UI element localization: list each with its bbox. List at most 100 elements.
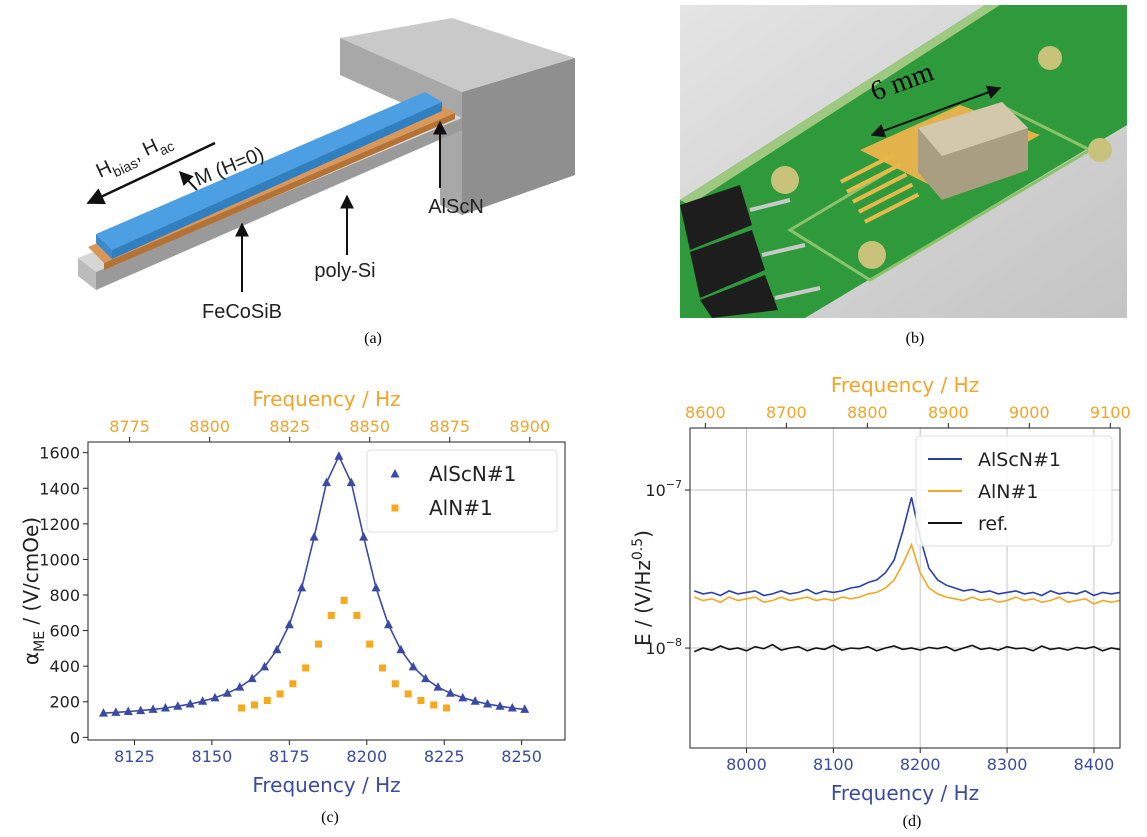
marker bbox=[198, 696, 208, 705]
y-tick-label: 1200 bbox=[39, 515, 80, 534]
y-axis-label: αME / (V/cmOe) bbox=[19, 517, 48, 665]
text-part: ac bbox=[157, 138, 177, 159]
y-tick-label: 200 bbox=[49, 693, 80, 712]
marker bbox=[470, 696, 480, 705]
marker bbox=[417, 697, 425, 705]
x2-tick-label: 8825 bbox=[269, 417, 310, 436]
series-line bbox=[694, 542, 1121, 605]
series-line bbox=[694, 497, 1121, 597]
x-tick-label: 8175 bbox=[269, 747, 310, 766]
marker bbox=[322, 477, 331, 487]
marker bbox=[458, 692, 468, 702]
y-tick-label: 400 bbox=[49, 657, 80, 676]
marker bbox=[507, 702, 517, 712]
x2-tick-label: 8700 bbox=[766, 403, 807, 422]
poly-si-front bbox=[96, 118, 462, 290]
x-axis-label: Frequency / Hz bbox=[831, 781, 979, 805]
x-tick-label: 8200 bbox=[346, 747, 387, 766]
y-tick-label: 800 bbox=[49, 586, 80, 605]
tick-base: 10 bbox=[645, 639, 665, 658]
marker bbox=[359, 532, 369, 541]
layer-label: FeCoSiB bbox=[202, 301, 282, 323]
plot-area bbox=[693, 497, 1121, 653]
mount-hole bbox=[1088, 138, 1112, 162]
pcb-edge bbox=[680, 5, 1000, 205]
plot-frame bbox=[87, 441, 566, 741]
marker bbox=[238, 704, 246, 712]
text-part: ) bbox=[631, 530, 655, 538]
marker bbox=[111, 707, 121, 716]
x2-tick-label: 8775 bbox=[109, 417, 150, 436]
marker bbox=[302, 664, 310, 672]
marker bbox=[260, 661, 270, 671]
pin-header bbox=[690, 230, 765, 298]
x2-tick-label: 9000 bbox=[1009, 403, 1050, 422]
anchor-top bbox=[340, 18, 575, 92]
layer-label: AlScN bbox=[428, 196, 484, 218]
finger-pads bbox=[840, 152, 920, 224]
marker bbox=[247, 673, 257, 683]
y-tick-label: 1400 bbox=[39, 479, 80, 498]
caption: (b) bbox=[906, 330, 925, 347]
marker bbox=[353, 611, 361, 619]
caption: (d) bbox=[903, 813, 922, 830]
marker bbox=[123, 706, 133, 716]
y-tick-label: 0 bbox=[70, 728, 80, 747]
marker bbox=[284, 619, 294, 629]
chart: 8000 8100 8200 8300 8400 8600 8700 8800 8900 9000… bbox=[630, 373, 1131, 805]
marker bbox=[483, 699, 493, 708]
x2-axis-label: Frequency / Hz bbox=[252, 387, 400, 411]
fecosib-top bbox=[96, 92, 442, 250]
x-tick-label: 8150 bbox=[192, 747, 233, 766]
marker bbox=[334, 451, 344, 460]
mount-hole bbox=[858, 241, 886, 269]
marker bbox=[173, 701, 183, 710]
x-tick-label: 8300 bbox=[987, 755, 1028, 774]
anchor-front bbox=[340, 38, 462, 215]
marker bbox=[445, 688, 455, 697]
text-part: 0.5 bbox=[630, 538, 646, 560]
y-tick-label: 600 bbox=[49, 622, 80, 641]
marker bbox=[396, 644, 406, 654]
x2-tick-label: 8850 bbox=[349, 417, 390, 436]
y-tick-label: 1600 bbox=[39, 444, 80, 463]
marker bbox=[433, 682, 443, 691]
x-tick-label: 8000 bbox=[726, 755, 767, 774]
marker bbox=[148, 704, 158, 713]
marker bbox=[98, 708, 108, 717]
marker bbox=[289, 680, 297, 688]
dimension-arrow bbox=[870, 85, 1002, 138]
x-tick-label: 8225 bbox=[424, 747, 465, 766]
fecosib-end bbox=[96, 234, 112, 259]
marker bbox=[309, 532, 319, 541]
marker bbox=[276, 690, 284, 698]
legend-marker bbox=[390, 469, 400, 478]
marker bbox=[495, 701, 505, 710]
marker bbox=[346, 477, 356, 487]
marker bbox=[272, 644, 282, 654]
marker bbox=[371, 582, 381, 592]
marker bbox=[379, 664, 387, 672]
finger-pad bbox=[846, 162, 902, 194]
finger-pad bbox=[852, 172, 908, 204]
x2-tick-label: 8875 bbox=[429, 417, 470, 436]
x-tick-label: 8400 bbox=[1074, 755, 1115, 774]
caption: (c) bbox=[321, 809, 339, 826]
x2-tick-label: 9100 bbox=[1090, 403, 1131, 422]
x-tick-label: 8125 bbox=[114, 747, 155, 766]
x2-tick-label: 8900 bbox=[509, 417, 550, 436]
marker bbox=[391, 680, 399, 688]
mount-hole bbox=[771, 166, 799, 194]
marker bbox=[297, 582, 307, 592]
fecosib-front bbox=[112, 102, 442, 259]
pin bbox=[774, 286, 821, 300]
caption: (a) bbox=[364, 330, 382, 347]
legend-label: AlScN#1 bbox=[429, 462, 516, 486]
legend-label: AlScN#1 bbox=[978, 449, 1061, 471]
panel-b: 6 mm (b) bbox=[680, 5, 1127, 347]
tick-exponent: −7 bbox=[666, 478, 682, 491]
marker bbox=[250, 701, 258, 709]
chart: 8125 8150 8175 8200 8225 8250 8775 8800 8825 8850… bbox=[19, 387, 566, 797]
legend-box bbox=[366, 449, 558, 533]
